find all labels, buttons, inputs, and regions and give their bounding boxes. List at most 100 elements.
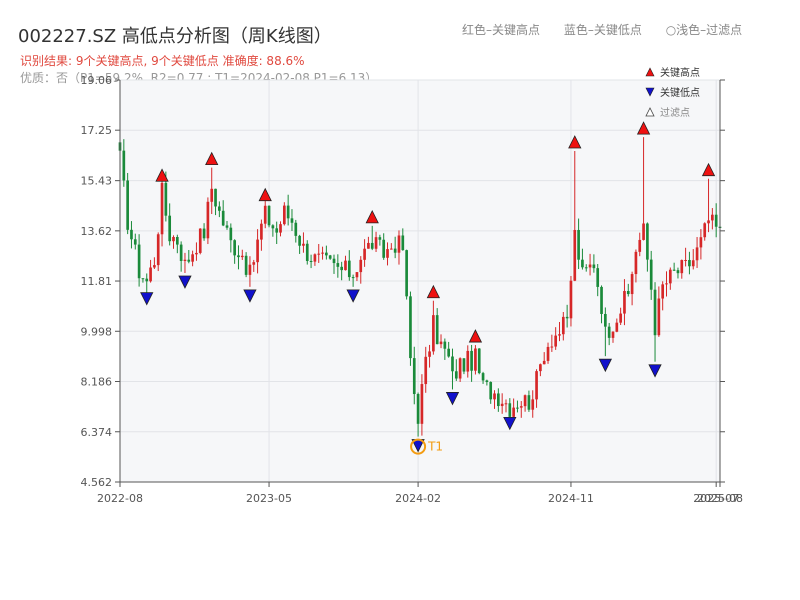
key-high-marker	[365, 209, 379, 224]
candle-body	[485, 380, 489, 383]
candle-body	[130, 229, 133, 240]
legend-low-icon	[645, 87, 655, 97]
candle-body	[451, 356, 454, 372]
candle-body	[432, 315, 435, 352]
candle-body	[206, 201, 210, 239]
candle-body	[202, 228, 206, 239]
candle-body	[183, 259, 187, 261]
candle-body	[424, 356, 428, 385]
candle-body	[374, 237, 378, 249]
key-high-marker	[258, 187, 272, 202]
candle-body	[443, 341, 447, 349]
candle-body	[363, 248, 366, 260]
candle-body	[584, 267, 588, 269]
candle-body	[695, 247, 699, 261]
candle-body	[558, 334, 561, 336]
candle-body	[313, 254, 317, 262]
candle-body	[168, 215, 172, 242]
candle-body	[642, 223, 645, 240]
candle-body	[462, 358, 466, 372]
y-tick-label: 11.81	[81, 275, 113, 288]
y-tick-label: 8.186	[81, 376, 113, 389]
t1-marker	[410, 438, 427, 455]
candle-body	[500, 403, 504, 407]
candle-body	[367, 242, 370, 249]
candle-body	[172, 237, 175, 242]
candle-body	[416, 394, 420, 424]
candle-body	[210, 188, 214, 202]
candle-body	[542, 360, 546, 365]
candle-body	[604, 313, 607, 327]
candle-body	[305, 243, 309, 262]
candle-body	[397, 235, 401, 253]
candle-body	[229, 227, 233, 241]
candle-body	[187, 259, 191, 262]
candle-body	[298, 235, 301, 246]
candle-body	[519, 406, 523, 408]
candle-body	[623, 291, 626, 314]
candle-body	[688, 259, 691, 267]
candle-body	[137, 244, 141, 279]
candle-body	[550, 346, 554, 348]
candle-body	[378, 237, 382, 240]
candle-body	[317, 253, 321, 255]
x-tick-label: 2025-07	[693, 492, 739, 505]
candle-body	[401, 235, 405, 251]
candle-body	[630, 274, 634, 295]
candle-body	[684, 259, 687, 261]
candle-body	[195, 252, 198, 255]
candle-body	[481, 373, 485, 381]
legend-filtered-icon	[645, 107, 655, 117]
candle-body	[355, 272, 359, 278]
candle-body	[344, 260, 347, 271]
candle-body	[676, 270, 680, 274]
top-legend-red: 红色–关键高点	[462, 23, 541, 37]
candle-body	[489, 382, 493, 400]
candle-body	[237, 255, 240, 258]
key-high-marker	[205, 151, 219, 166]
candle-body	[294, 222, 298, 236]
key-high-marker	[636, 121, 651, 135]
candle-body	[626, 291, 630, 295]
y-tick-label: 9.998	[81, 325, 113, 338]
candle-body	[160, 182, 164, 235]
candle-body	[393, 248, 397, 253]
candle-body	[191, 254, 194, 262]
candle-body	[351, 277, 355, 279]
candle-body	[328, 255, 332, 259]
candle-body	[470, 350, 473, 371]
top-legend-hollow: ○浅色–过滤点	[665, 23, 743, 37]
candle-body	[198, 228, 202, 253]
candle-body	[672, 269, 676, 271]
candle-body	[428, 351, 431, 357]
key-low-marker	[243, 289, 257, 303]
key-low-marker	[346, 289, 360, 303]
candle-body	[156, 234, 160, 266]
y-tick-label: 19.06	[81, 74, 113, 87]
candle-body	[607, 326, 611, 338]
candle-body	[386, 249, 389, 258]
candle-body	[523, 395, 527, 407]
key-low-marker	[178, 275, 192, 289]
candle-body	[370, 242, 374, 249]
candle-body	[588, 264, 592, 268]
candle-body	[665, 283, 668, 285]
candle-body	[592, 264, 596, 269]
candle-body	[275, 228, 279, 233]
candle-body	[240, 255, 244, 258]
candle-body	[573, 229, 577, 281]
candle-body	[611, 331, 615, 338]
candle-body	[512, 407, 515, 417]
candle-body	[126, 180, 129, 230]
candle-body	[516, 407, 519, 409]
key-low-marker	[648, 364, 662, 378]
candle-body	[569, 280, 573, 319]
candle-body	[302, 243, 305, 246]
chart-title: 002227.SZ 高低点分析图（周K线图）	[18, 26, 332, 47]
candle-body	[527, 395, 531, 410]
y-tick-label: 15.43	[81, 175, 113, 188]
candle-body	[405, 250, 408, 297]
candle-body	[153, 265, 156, 268]
candle-body	[225, 225, 229, 228]
candle-body	[546, 346, 550, 361]
